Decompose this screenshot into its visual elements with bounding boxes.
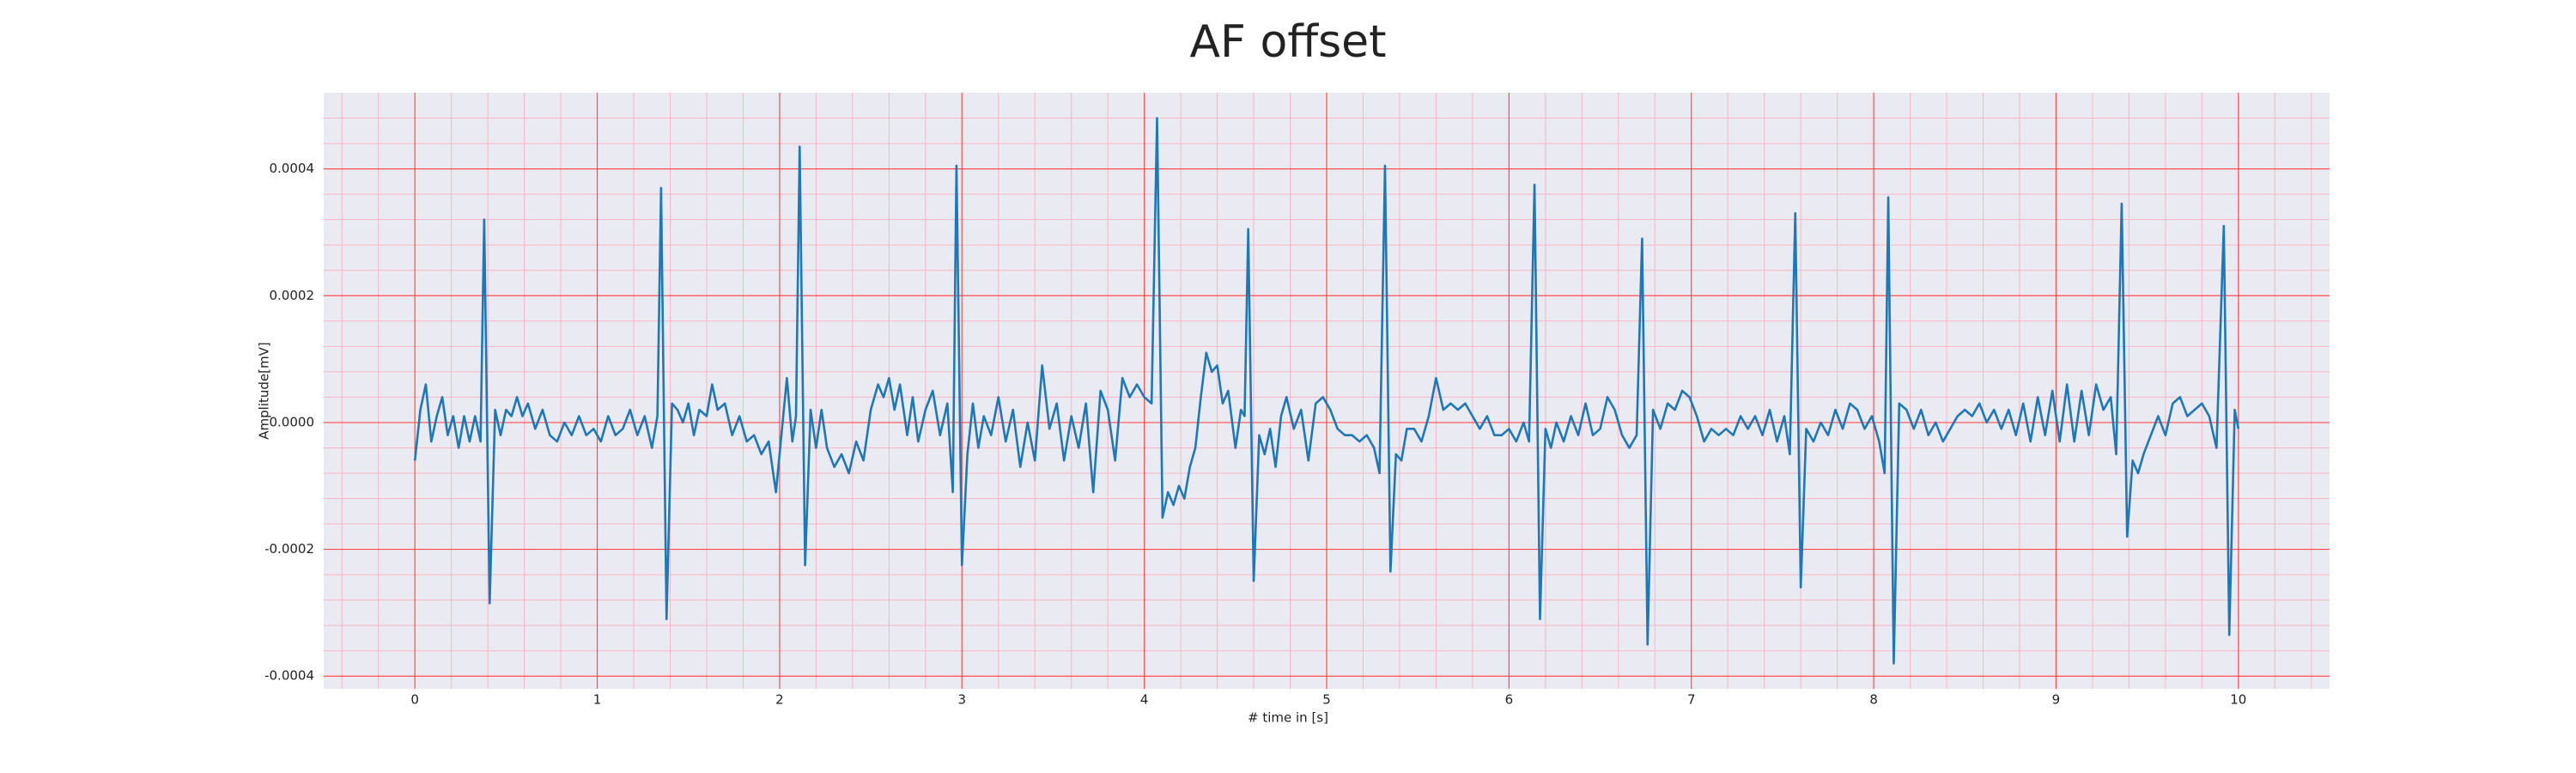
x-tick-label: 2 — [775, 692, 784, 708]
x-tick-label: 0 — [410, 692, 419, 708]
x-tick-label: 4 — [1140, 692, 1149, 708]
x-axis-label: # time in [s] — [1248, 710, 1328, 726]
signal-line — [413, 117, 2240, 665]
y-axis-label: Amplitude[mV] — [257, 342, 272, 439]
y-tick-label: -0.0004 — [264, 668, 314, 684]
x-tick-label: 8 — [1869, 692, 1878, 708]
y-tick-label: 0.0004 — [270, 161, 315, 176]
y-tick-label: -0.0002 — [264, 541, 314, 557]
y-tick-label: 0.0002 — [270, 288, 315, 303]
x-tick-label: 3 — [957, 692, 966, 708]
y-tick-label: 0.0000 — [270, 414, 315, 429]
x-tick-label: 1 — [593, 692, 602, 708]
chart-title: AF offset — [1189, 16, 1386, 68]
x-tick-label: 10 — [2230, 692, 2246, 708]
x-tick-label: 6 — [1505, 692, 1514, 708]
x-tick-label: 5 — [1322, 692, 1331, 708]
x-tick-label: 9 — [2052, 692, 2061, 708]
x-tick-label: 7 — [1687, 692, 1696, 708]
